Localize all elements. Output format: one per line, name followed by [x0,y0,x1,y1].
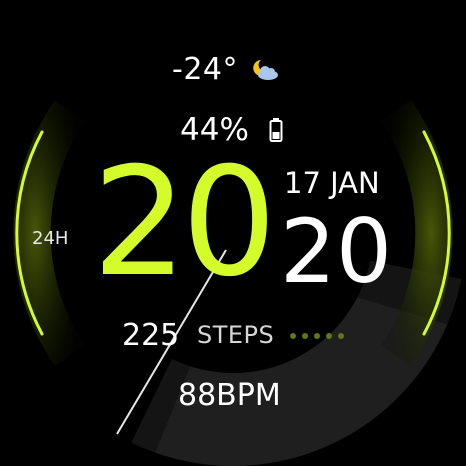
battery-icon [269,117,283,143]
progress-dot [290,333,296,339]
weather-temperature[interactable]: -24° [172,52,238,87]
time-format-label: 24H [32,228,68,249]
moon-cloud-icon [250,58,280,82]
date-display[interactable]: 17 JAN [284,166,380,200]
progress-dot [338,333,344,339]
progress-dots [290,333,344,339]
progress-dot [314,333,320,339]
steps-value[interactable]: 225 [122,318,179,353]
progress-dot [326,333,332,339]
steps-label: STEPS [197,321,274,349]
heart-rate-value[interactable]: 88BPM [178,378,281,413]
hours-display: 20 [92,148,271,298]
minutes-display: 20 [280,208,392,296]
progress-dot [302,333,308,339]
